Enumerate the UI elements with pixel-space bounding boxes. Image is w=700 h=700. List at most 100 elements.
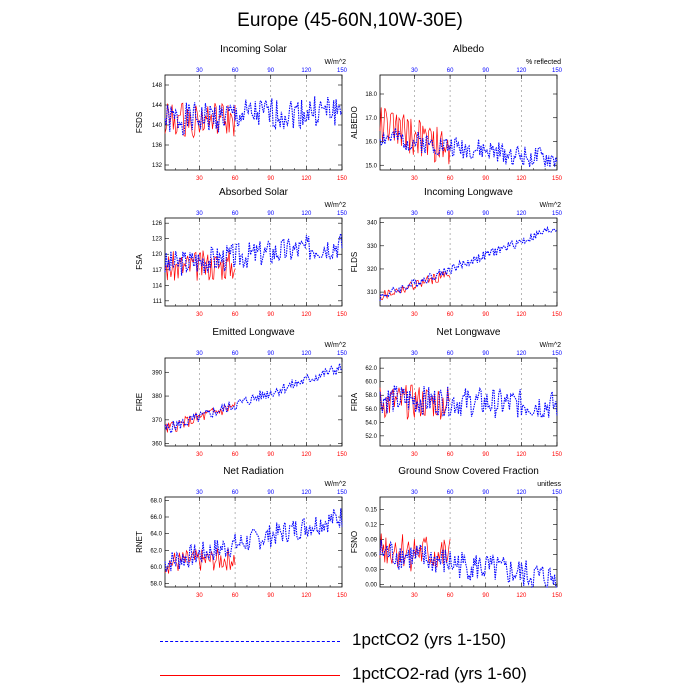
y-tick-label: 60.0 — [365, 380, 377, 386]
x-tick-label-top: 120 — [301, 351, 312, 357]
series-1pctco2-line — [379, 127, 558, 168]
x-tick-label-bottom: 120 — [301, 593, 312, 599]
x-tick-label-bottom: 90 — [482, 312, 489, 318]
series-1pctco2-line — [164, 508, 343, 572]
units-label: unitless — [537, 481, 561, 488]
x-tick-label-top: 150 — [552, 490, 563, 496]
series-1pctco2-rad-line — [379, 270, 451, 301]
x-tick-label-bottom: 120 — [516, 176, 527, 182]
x-tick-label-bottom: 90 — [482, 176, 489, 182]
y-tick-label: 140 — [152, 123, 163, 129]
y-tick-label: 126 — [152, 221, 163, 227]
x-tick-label-bottom: 120 — [301, 452, 312, 458]
legend-line-dashed — [160, 641, 340, 642]
x-tick-label-bottom: 150 — [337, 176, 348, 182]
x-tick-label-top: 30 — [196, 351, 203, 357]
x-tick-label-bottom: 30 — [411, 452, 418, 458]
y-tick-label: 0.15 — [365, 508, 377, 514]
x-tick-label-bottom: 150 — [552, 593, 563, 599]
x-tick-label-top: 30 — [196, 68, 203, 74]
y-axis-label: FSNO — [350, 531, 359, 553]
x-tick-label-top: 30 — [411, 68, 418, 74]
legend: 1pctCO2 (yrs 1-150) 1pctCO2-rad (yrs 1-6… — [160, 630, 580, 690]
y-tick-label: 56.0 — [365, 407, 377, 413]
series-1pctco2-rad-line — [379, 107, 451, 165]
series-1pctco2-rad-line — [379, 384, 451, 420]
x-tick-label-bottom: 150 — [552, 312, 563, 318]
x-tick-label-top: 90 — [482, 351, 489, 357]
x-tick-label-top: 150 — [552, 351, 563, 357]
y-tick-label: 17.0 — [365, 116, 377, 122]
panel-title: Incoming Solar — [220, 44, 287, 55]
x-tick-label-top: 90 — [267, 68, 274, 74]
units-label: W/m^2 — [539, 342, 561, 349]
plot-frame — [164, 496, 343, 588]
plot-frame — [164, 74, 343, 171]
x-tick-label-top: 60 — [232, 351, 239, 357]
y-tick-label: 0.09 — [365, 538, 377, 544]
x-tick-label-bottom: 30 — [411, 312, 418, 318]
x-tick-label-bottom: 30 — [196, 312, 203, 318]
x-tick-label-bottom: 150 — [337, 452, 348, 458]
x-tick-label-top: 150 — [337, 351, 348, 357]
x-tick-label-top: 60 — [447, 68, 454, 74]
x-tick-label-top: 120 — [301, 211, 312, 217]
y-tick-label: 58.0 — [150, 582, 162, 588]
y-tick-label: 0.06 — [365, 553, 377, 559]
x-tick-label-bottom: 60 — [447, 176, 454, 182]
x-tick-label-top: 30 — [411, 490, 418, 496]
panel-title: Albedo — [453, 44, 485, 55]
x-tick-label-top: 150 — [552, 68, 563, 74]
panel-title: Net Longwave — [437, 327, 501, 338]
y-axis-label: FLDS — [350, 252, 359, 272]
panel-title: Ground Snow Covered Fraction — [398, 466, 539, 477]
plot-frame — [379, 74, 558, 171]
y-tick-label: 68.0 — [150, 498, 162, 504]
y-tick-label: 111 — [153, 299, 163, 305]
x-tick-label-bottom: 120 — [516, 593, 527, 599]
x-tick-label-bottom: 60 — [232, 593, 239, 599]
y-axis-label: RNET — [135, 531, 144, 553]
x-tick-label-top: 120 — [516, 351, 527, 357]
y-tick-label: 66.0 — [150, 515, 162, 521]
x-tick-label-bottom: 120 — [516, 452, 527, 458]
plot-frame — [164, 357, 343, 447]
x-tick-label-bottom: 120 — [516, 312, 527, 318]
legend-line-solid — [160, 675, 340, 676]
y-axis-label: FSDS — [135, 112, 144, 133]
x-tick-label-bottom: 60 — [447, 312, 454, 318]
x-tick-label-top: 60 — [447, 211, 454, 217]
plot-frame — [379, 357, 558, 447]
y-tick-label: 123 — [152, 237, 163, 243]
x-tick-label-bottom: 150 — [337, 312, 348, 318]
x-tick-label-top: 60 — [232, 490, 239, 496]
x-tick-label-top: 90 — [482, 68, 489, 74]
series-1pctco2-line — [164, 363, 343, 435]
x-tick-label-top: 120 — [516, 490, 527, 496]
x-tick-label-top: 60 — [447, 351, 454, 357]
y-tick-label: 0.12 — [365, 523, 377, 529]
legend-item-1pctco2-rad: 1pctCO2-rad (yrs 1-60) — [160, 664, 580, 688]
y-tick-label: 380 — [152, 394, 163, 400]
y-tick-label: 58.0 — [365, 393, 377, 399]
main-title: Europe (45-60N,10W-30E) — [237, 10, 463, 31]
y-tick-label: 117 — [152, 268, 162, 274]
y-tick-label: 120 — [152, 252, 163, 258]
x-tick-label-bottom: 30 — [196, 593, 203, 599]
y-tick-label: 136 — [152, 143, 163, 149]
units-label: W/m^2 — [324, 342, 346, 349]
x-tick-label-top: 90 — [267, 490, 274, 496]
series-1pctco2-line — [164, 96, 343, 136]
panel-title: Net Radiation — [223, 466, 284, 477]
y-tick-label: 62.0 — [365, 366, 377, 372]
x-tick-label-bottom: 60 — [232, 312, 239, 318]
x-tick-label-top: 150 — [552, 211, 563, 217]
x-tick-label-bottom: 60 — [232, 452, 239, 458]
x-tick-label-bottom: 90 — [482, 593, 489, 599]
y-tick-label: 60.0 — [150, 565, 162, 571]
plot-frame — [164, 217, 343, 307]
y-axis-label: FIRA — [350, 392, 359, 411]
series-1pctco2-rad-line — [379, 533, 451, 572]
plot-frame — [379, 496, 558, 588]
y-tick-label: 16.0 — [365, 140, 377, 146]
